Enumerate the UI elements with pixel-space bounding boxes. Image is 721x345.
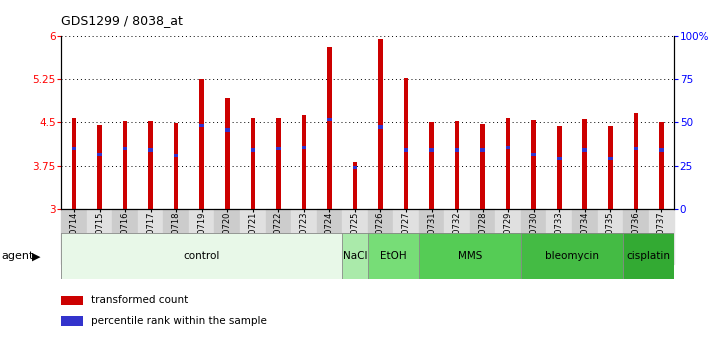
Bar xyxy=(353,161,357,209)
Bar xyxy=(342,209,368,264)
Bar xyxy=(557,126,562,209)
Bar xyxy=(97,125,102,209)
Bar xyxy=(379,39,383,209)
Bar xyxy=(250,148,255,152)
Bar xyxy=(342,233,368,279)
Bar xyxy=(521,233,623,279)
Bar xyxy=(112,209,138,264)
Bar xyxy=(444,209,470,264)
Bar xyxy=(250,118,255,209)
Bar xyxy=(521,209,547,264)
Bar xyxy=(225,128,229,131)
Bar xyxy=(200,79,204,209)
Bar xyxy=(634,113,638,209)
Text: MMS: MMS xyxy=(458,251,482,261)
Bar xyxy=(659,122,663,209)
Bar xyxy=(164,209,189,264)
Bar xyxy=(189,209,215,264)
Bar xyxy=(174,123,179,209)
Bar xyxy=(404,78,408,209)
Bar xyxy=(608,126,613,209)
Bar xyxy=(301,146,306,149)
Bar xyxy=(623,233,674,279)
Bar xyxy=(72,118,76,209)
Text: NaCl: NaCl xyxy=(342,251,367,261)
Bar xyxy=(276,118,280,209)
Text: transformed count: transformed count xyxy=(91,295,188,305)
Bar xyxy=(419,209,444,264)
Bar xyxy=(531,152,536,156)
Bar xyxy=(608,157,613,160)
Text: bleomycin: bleomycin xyxy=(545,251,599,261)
Bar xyxy=(480,124,485,209)
Bar xyxy=(470,209,495,264)
Bar xyxy=(557,157,562,160)
Bar xyxy=(393,209,419,264)
Bar xyxy=(379,126,383,129)
Bar xyxy=(327,118,332,121)
Text: GDS1299 / 8038_at: GDS1299 / 8038_at xyxy=(61,14,183,27)
Bar xyxy=(572,209,598,264)
Bar xyxy=(480,148,485,152)
Bar xyxy=(123,147,128,150)
Bar xyxy=(149,121,153,209)
Bar xyxy=(429,122,434,209)
Bar xyxy=(240,209,265,264)
Text: ▶: ▶ xyxy=(32,251,40,261)
Bar xyxy=(531,120,536,209)
Bar xyxy=(327,47,332,209)
Bar xyxy=(583,119,587,209)
Bar xyxy=(368,209,393,264)
Bar xyxy=(61,296,83,305)
Bar xyxy=(149,148,153,152)
Text: cisplatin: cisplatin xyxy=(627,251,671,261)
Bar xyxy=(495,209,521,264)
Bar xyxy=(301,115,306,209)
Bar xyxy=(419,233,521,279)
Text: EtOH: EtOH xyxy=(380,251,407,261)
Bar xyxy=(506,146,510,149)
Bar xyxy=(291,209,317,264)
Bar xyxy=(215,209,240,264)
Bar xyxy=(455,148,459,152)
Bar xyxy=(225,98,229,209)
Bar xyxy=(506,118,510,209)
Bar xyxy=(368,233,419,279)
Bar xyxy=(598,209,623,264)
Bar xyxy=(61,316,83,326)
Bar xyxy=(61,233,342,279)
Bar xyxy=(455,121,459,209)
Bar xyxy=(174,154,179,157)
Bar xyxy=(429,148,434,152)
Bar xyxy=(547,209,572,264)
Bar xyxy=(200,124,204,127)
Text: agent: agent xyxy=(1,251,34,261)
Bar xyxy=(87,209,112,264)
Bar xyxy=(61,209,87,264)
Bar xyxy=(634,147,638,150)
Bar xyxy=(265,209,291,264)
Bar xyxy=(659,148,663,152)
Bar xyxy=(583,148,587,152)
Text: control: control xyxy=(184,251,220,261)
Bar xyxy=(97,152,102,156)
Bar xyxy=(138,209,164,264)
Bar xyxy=(623,209,649,264)
Bar xyxy=(353,166,357,169)
Bar xyxy=(123,121,128,209)
Bar xyxy=(276,147,280,150)
Bar xyxy=(317,209,342,264)
Text: percentile rank within the sample: percentile rank within the sample xyxy=(91,316,267,326)
Bar xyxy=(72,147,76,150)
Bar xyxy=(404,148,408,152)
Bar xyxy=(649,209,674,264)
